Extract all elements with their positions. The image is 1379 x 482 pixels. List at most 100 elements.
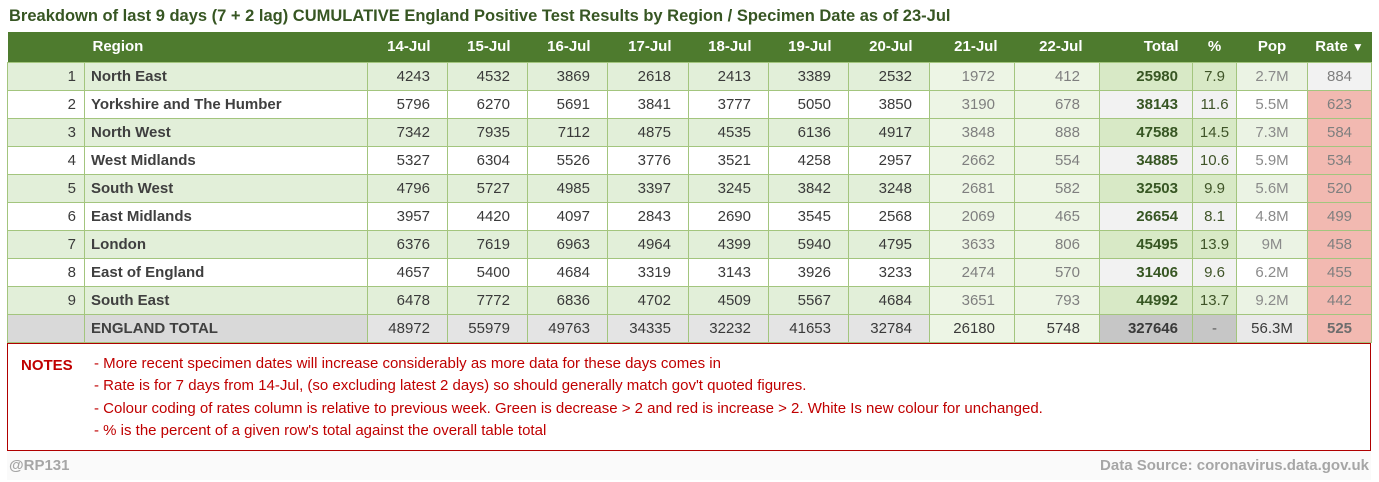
- date-header-18jul: 18-Jul: [688, 32, 769, 62]
- daily-count-cell: 4684: [848, 285, 930, 315]
- region-name-cell: West Midlands: [84, 145, 368, 175]
- date-header-16jul: 16-Jul: [527, 32, 608, 62]
- lag-count-cell: 2474: [929, 257, 1015, 287]
- region-name-cell: East of England: [84, 257, 368, 287]
- daily-count-cell: 2413: [688, 61, 769, 91]
- daily-count-cell: 3850: [848, 89, 930, 119]
- daily-count-cell: 3776: [607, 145, 689, 175]
- daily-count-cell: 5400: [447, 257, 528, 287]
- header-row: Region 14-Jul 15-Jul 16-Jul 17-Jul 18-Ju…: [7, 32, 1372, 62]
- percent-cell: 7.9: [1192, 61, 1237, 91]
- daily-count-cell: 7342: [367, 117, 448, 147]
- daily-count-cell: 4535: [688, 117, 769, 147]
- daily-count-cell: 3397: [607, 173, 689, 203]
- total-cell: 44992: [1099, 285, 1193, 315]
- daily-count-cell: 2843: [607, 201, 689, 231]
- row-number-cell: 4: [7, 145, 85, 175]
- daily-count-cell: 3926: [768, 257, 849, 287]
- daily-count-cell: 55979: [447, 313, 528, 343]
- notes-label: NOTES: [21, 356, 73, 374]
- percent-cell: 9.6: [1192, 257, 1237, 287]
- region-row: 5 South West 4796 5727 4985 3397 3245 3842 3248 2…: [7, 173, 1372, 203]
- rate-cell: 442: [1307, 285, 1372, 315]
- region-row: 3 North West 7342 7935 7112 4875 4535 6136 4917 3…: [7, 117, 1372, 147]
- region-name-cell: London: [84, 229, 368, 259]
- daily-count-cell: 7772: [447, 285, 528, 315]
- daily-count-cell: 5691: [527, 89, 608, 119]
- total-cell: 38143: [1099, 89, 1193, 119]
- region-row: 2 Yorkshire and The Humber 5796 6270 5691 384…: [7, 89, 1372, 119]
- percent-cell: 11.6: [1192, 89, 1237, 119]
- daily-count-cell: 32232: [688, 313, 769, 343]
- region-header: Region: [84, 32, 368, 62]
- daily-count-cell: 3777: [688, 89, 769, 119]
- population-cell: 2.7M: [1236, 61, 1308, 91]
- daily-count-cell: 3869: [527, 61, 608, 91]
- total-cell: 45495: [1099, 229, 1193, 259]
- region-name-cell: North West: [84, 117, 368, 147]
- region-name-cell: South East: [84, 285, 368, 315]
- notes-lines: - More recent specimen dates will increa…: [94, 353, 1043, 443]
- region-name-cell: East Midlands: [84, 201, 368, 231]
- lag-count-cell: 678: [1014, 89, 1100, 119]
- row-number-cell: 6: [7, 201, 85, 231]
- date-header-15jul: 15-Jul: [447, 32, 528, 62]
- daily-count-cell: 5796: [367, 89, 448, 119]
- rate-cell: 520: [1307, 173, 1372, 203]
- daily-count-cell: 4509: [688, 285, 769, 315]
- percent-cell: 13.9: [1192, 229, 1237, 259]
- daily-count-cell: 6478: [367, 285, 448, 315]
- population-cell: 6.2M: [1236, 257, 1308, 287]
- total-cell: 327646: [1099, 313, 1193, 343]
- daily-count-cell: 3245: [688, 173, 769, 203]
- notes-box: NOTES - More recent specimen dates will …: [7, 342, 1371, 451]
- daily-count-cell: 3389: [768, 61, 849, 91]
- row-number-cell: [7, 313, 85, 343]
- row-number-cell: 1: [7, 61, 85, 91]
- region-name-cell: North East: [84, 61, 368, 91]
- daily-count-cell: 2690: [688, 201, 769, 231]
- rate-cell: 499: [1307, 201, 1372, 231]
- lag-count-cell: 3633: [929, 229, 1015, 259]
- daily-count-cell: 4985: [527, 173, 608, 203]
- percent-cell: -: [1192, 313, 1237, 343]
- daily-count-cell: 6836: [527, 285, 608, 315]
- daily-count-cell: 4532: [447, 61, 528, 91]
- rate-cell: 584: [1307, 117, 1372, 147]
- lag-count-cell: 582: [1014, 173, 1100, 203]
- daily-count-cell: 5526: [527, 145, 608, 175]
- lag-count-cell: 554: [1014, 145, 1100, 175]
- rate-cell: 525: [1307, 313, 1372, 343]
- lag-count-cell: 3190: [929, 89, 1015, 119]
- total-cell: 47588: [1099, 117, 1193, 147]
- row-number-cell: 2: [7, 89, 85, 119]
- daily-count-cell: 4097: [527, 201, 608, 231]
- region-row: 9 South East 6478 7772 6836 4702 4509 5567 4684 3…: [7, 285, 1372, 315]
- daily-count-cell: 2957: [848, 145, 930, 175]
- daily-count-cell: 3319: [607, 257, 689, 287]
- daily-count-cell: 32784: [848, 313, 930, 343]
- percent-cell: 13.7: [1192, 285, 1237, 315]
- population-cell: 5.9M: [1236, 145, 1308, 175]
- population-cell: 7.3M: [1236, 117, 1308, 147]
- rate-header-label: Rate: [1315, 38, 1348, 56]
- date-header-19jul: 19-Jul: [768, 32, 849, 62]
- daily-count-cell: 3233: [848, 257, 930, 287]
- daily-count-cell: 48972: [367, 313, 448, 343]
- daily-count-cell: 4684: [527, 257, 608, 287]
- lag-count-cell: 3651: [929, 285, 1015, 315]
- lag-count-cell: 26180: [929, 313, 1015, 343]
- table-header: Region 14-Jul 15-Jul 16-Jul 17-Jul 18-Ju…: [7, 32, 1372, 62]
- date-header-21jul: 21-Jul: [929, 32, 1015, 62]
- date-header-20jul: 20-Jul: [848, 32, 930, 62]
- daily-count-cell: 4399: [688, 229, 769, 259]
- total-cell: 31406: [1099, 257, 1193, 287]
- region-name-cell: Yorkshire and The Humber: [84, 89, 368, 119]
- daily-count-cell: 6304: [447, 145, 528, 175]
- daily-count-cell: 6963: [527, 229, 608, 259]
- region-row: 6 East Midlands 3957 4420 4097 2843 2690 3545 25…: [7, 201, 1372, 231]
- region-row: 7 London 6376 7619 6963 4964 4399 5940 4795 3633 8…: [7, 229, 1372, 259]
- daily-count-cell: 6270: [447, 89, 528, 119]
- rate-sort-header[interactable]: Rate ▼: [1307, 32, 1372, 62]
- daily-count-cell: 4917: [848, 117, 930, 147]
